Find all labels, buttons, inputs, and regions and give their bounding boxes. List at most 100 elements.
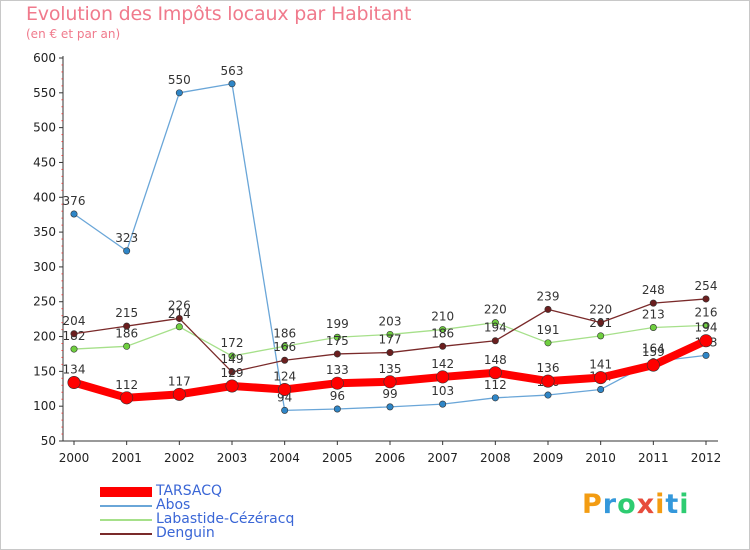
data-point-abos — [439, 400, 447, 408]
data-label-denguin: 149 — [221, 352, 244, 366]
data-point-abos — [123, 247, 131, 255]
data-point-tarsacq — [278, 382, 292, 396]
logo-letter: r — [602, 489, 618, 520]
logo-letter: x — [636, 489, 656, 520]
data-label-labastide-c-z-racq: 172 — [221, 336, 244, 350]
data-label-abos: 550 — [168, 73, 191, 87]
data-point-abos — [386, 403, 394, 411]
data-label-denguin: 239 — [537, 289, 560, 303]
x-tick-label: 2010 — [585, 451, 616, 465]
data-label-tarsacq: 112 — [115, 378, 138, 392]
data-point-denguin — [649, 299, 657, 307]
data-point-labastide-c-z-racq — [544, 339, 552, 347]
legend-label: Labastide-Cézéracq — [156, 511, 295, 527]
x-tick-label: 2008 — [480, 451, 511, 465]
data-point-denguin — [439, 342, 447, 350]
data-label-tarsacq: 148 — [484, 353, 507, 367]
legend-swatch — [100, 505, 152, 507]
data-label-denguin: 254 — [695, 279, 718, 293]
data-label-tarsacq: 124 — [273, 369, 296, 383]
legend-swatch — [100, 519, 152, 521]
data-point-denguin — [70, 330, 78, 338]
x-tick-label: 2005 — [322, 451, 353, 465]
logo-letter: o — [617, 489, 637, 520]
x-tick-label: 2007 — [427, 451, 458, 465]
x-tick-label: 2004 — [269, 451, 300, 465]
data-label-tarsacq: 129 — [221, 366, 244, 380]
y-tick-label: 250 — [33, 295, 56, 309]
data-point-tarsacq — [646, 358, 660, 372]
data-label-denguin: 177 — [379, 333, 402, 347]
data-label-denguin: 186 — [431, 326, 454, 340]
data-point-denguin — [123, 322, 131, 330]
y-tick-label: 550 — [33, 86, 56, 100]
data-label-abos: 323 — [115, 231, 138, 245]
data-point-abos — [281, 406, 289, 414]
data-point-tarsacq — [699, 334, 713, 348]
legend-label: Abos — [156, 497, 191, 513]
data-point-labastide-c-z-racq — [386, 330, 394, 338]
data-label-denguin: 175 — [326, 334, 349, 348]
data-label-labastide-c-z-racq: 216 — [695, 305, 718, 319]
data-label-tarsacq: 134 — [63, 363, 86, 377]
legend-label: Denguin — [156, 525, 215, 541]
x-tick-label: 2002 — [164, 451, 195, 465]
x-tick-label: 2006 — [375, 451, 406, 465]
data-label-abos: 103 — [431, 384, 454, 398]
data-point-labastide-c-z-racq — [597, 332, 605, 340]
y-tick-label: 450 — [33, 155, 56, 169]
legend-swatch — [100, 487, 152, 497]
data-point-abos — [491, 394, 499, 402]
data-label-labastide-c-z-racq: 214 — [168, 307, 191, 321]
data-label-denguin: 226 — [168, 298, 191, 312]
data-label-labastide-c-z-racq: 203 — [379, 314, 402, 328]
data-point-abos — [70, 210, 78, 218]
data-label-tarsacq: 136 — [537, 361, 560, 375]
data-point-denguin — [597, 319, 605, 327]
data-label-denguin: 215 — [115, 306, 138, 320]
data-point-denguin — [386, 349, 394, 357]
data-point-tarsacq — [225, 379, 239, 393]
y-tick-label: 50 — [41, 434, 56, 448]
data-label-labastide-c-z-racq: 220 — [484, 303, 507, 317]
data-label-tarsacq: 159 — [642, 345, 665, 359]
data-label-tarsacq: 141 — [589, 358, 612, 372]
data-point-abos — [175, 89, 183, 97]
data-point-denguin — [281, 356, 289, 364]
data-point-tarsacq — [67, 376, 81, 390]
data-point-labastide-c-z-racq — [491, 319, 499, 327]
data-label-abos: 96 — [330, 389, 345, 403]
data-label-labastide-c-z-racq: 191 — [537, 323, 560, 337]
data-point-denguin — [544, 305, 552, 313]
x-tick-label: 2000 — [59, 451, 90, 465]
data-point-tarsacq — [383, 375, 397, 389]
data-point-abos — [228, 80, 236, 88]
y-tick-label: 200 — [33, 330, 56, 344]
data-point-labastide-c-z-racq — [228, 352, 236, 360]
data-point-tarsacq — [488, 366, 502, 380]
data-label-abos: 112 — [484, 378, 507, 392]
chart-title: Evolution des Impôts locaux par Habitant — [26, 3, 412, 25]
data-label-tarsacq: 117 — [168, 374, 191, 388]
y-tick-label: 600 — [33, 51, 56, 65]
proxiti-logo: Proxiti — [582, 489, 690, 520]
data-point-abos — [333, 405, 341, 413]
y-tick-label: 100 — [33, 399, 56, 413]
data-label-abos: 376 — [63, 194, 86, 208]
data-label-denguin: 220 — [589, 303, 612, 317]
y-tick-label: 400 — [33, 190, 56, 204]
logo-letter: t — [665, 489, 680, 520]
data-point-labastide-c-z-racq — [333, 333, 341, 341]
data-point-abos — [702, 351, 710, 359]
data-point-labastide-c-z-racq — [439, 326, 447, 334]
logo-letter: P — [582, 489, 603, 520]
data-point-labastide-c-z-racq — [70, 345, 78, 353]
legend-label: TARSACQ — [156, 483, 223, 499]
data-point-denguin — [333, 350, 341, 358]
y-tick-label: 350 — [33, 225, 56, 239]
data-label-tarsacq: 194 — [695, 321, 718, 335]
y-tick-label: 500 — [33, 121, 56, 135]
data-label-tarsacq: 142 — [431, 357, 454, 371]
y-tick-label: 300 — [33, 260, 56, 274]
